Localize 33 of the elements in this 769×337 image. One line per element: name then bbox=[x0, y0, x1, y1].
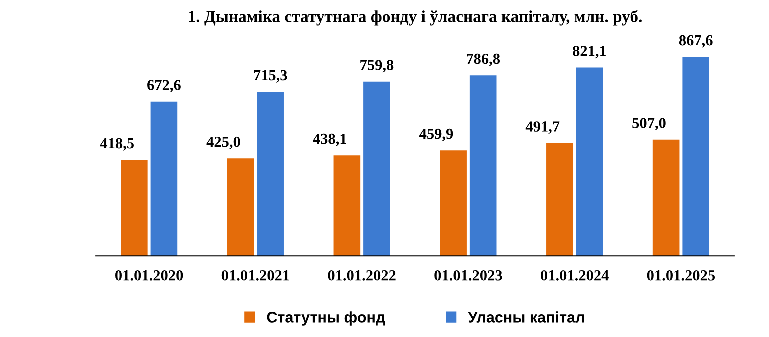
data-label: 867,6 bbox=[679, 35, 713, 48]
data-label: 821,1 bbox=[573, 46, 606, 59]
chart-title: 1. Дынаміка статутнага фонду і ўласнага капіталу, млн. руб. bbox=[189, 10, 642, 26]
bar bbox=[227, 158, 254, 256]
x-tick-label: 01.01.2024 bbox=[541, 270, 609, 281]
bar bbox=[121, 160, 148, 256]
bar bbox=[334, 156, 361, 256]
data-label: 425,0 bbox=[206, 136, 240, 150]
bar bbox=[652, 140, 680, 256]
x-tick-label: 01.01.2025 bbox=[647, 270, 716, 281]
data-label: 715,3 bbox=[254, 70, 288, 83]
x-tick-label: 01.01.2021 bbox=[222, 270, 290, 281]
bar bbox=[546, 143, 574, 256]
data-label: 672,6 bbox=[148, 80, 181, 93]
data-label: 418,5 bbox=[100, 138, 134, 151]
x-tick-label: 01.01.2020 bbox=[116, 270, 184, 281]
bar bbox=[257, 92, 284, 256]
x-tick-label: 01.01.2022 bbox=[328, 270, 396, 281]
bar bbox=[364, 82, 390, 256]
data-label: 438,1 bbox=[313, 134, 347, 146]
legend-label: Статутны фонд bbox=[267, 312, 386, 326]
x-tick-label: 01.01.2023 bbox=[434, 270, 502, 281]
bar bbox=[440, 150, 467, 256]
bar bbox=[576, 68, 604, 256]
data-label: 459,9 bbox=[420, 128, 454, 142]
data-label: 786,8 bbox=[467, 54, 500, 66]
data-label: 507,0 bbox=[632, 118, 666, 131]
data-label: 491,7 bbox=[526, 122, 560, 134]
bar bbox=[150, 102, 178, 256]
legend-label: Уласны капітал bbox=[468, 312, 584, 323]
bar bbox=[682, 57, 710, 256]
bar bbox=[470, 76, 497, 256]
data-label: 759,8 bbox=[360, 60, 394, 73]
